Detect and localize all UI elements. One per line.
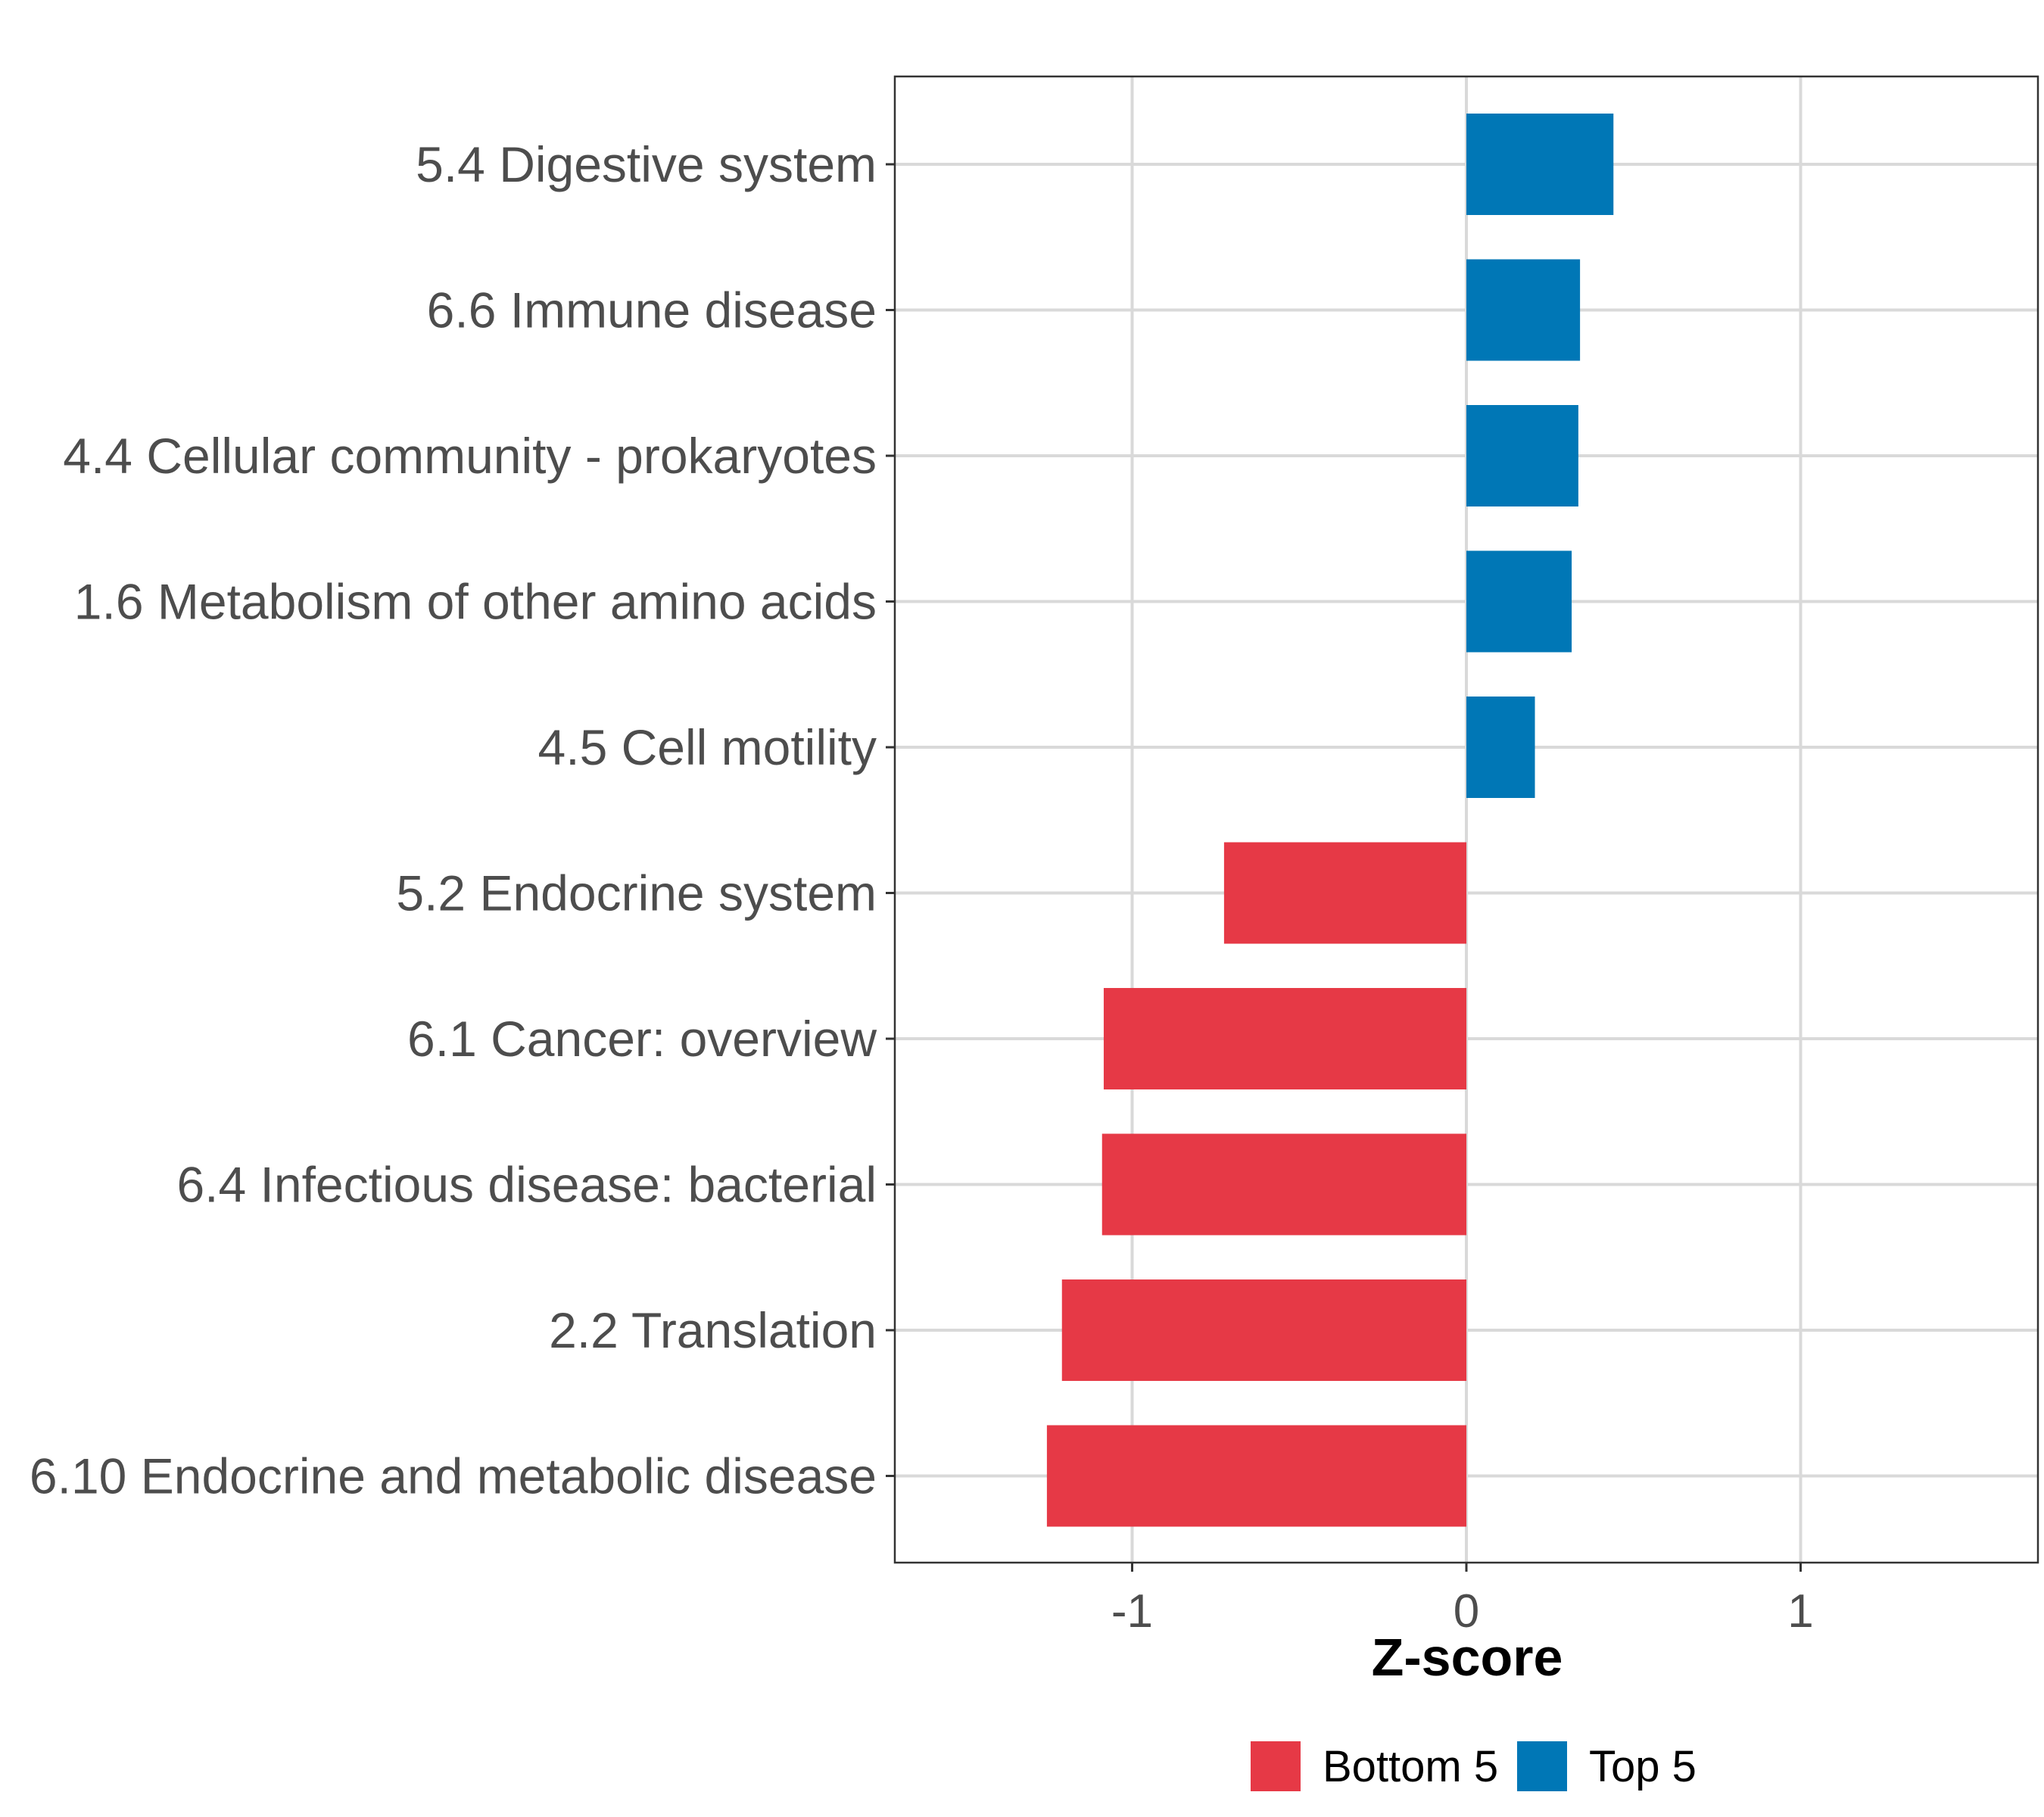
x-axis: -1 0 1 <box>1111 1563 1814 1638</box>
legend-key-top-5 <box>1517 1741 1567 1791</box>
y-tick-label-6-6-immune-disease: 6.6 Immune disease <box>427 282 877 338</box>
x-axis-title: Z-score <box>1372 1628 1563 1687</box>
legend-key-bottom-5 <box>1251 1741 1301 1791</box>
legend-label-bottom-5: Bottom 5 <box>1323 1742 1498 1791</box>
x-tick-label-1: 0 <box>1454 1585 1479 1638</box>
bar-5-2-endocrine-system <box>1223 842 1466 944</box>
y-tick-label-6-10-endocrine-and-metabolic-disease: 6.10 Endocrine and metabolic disease <box>30 1448 877 1504</box>
legend: Bottom 5 Top 5 <box>1251 1741 1697 1791</box>
y-tick-label-5-4-digestive-system: 5.4 Digestive system <box>416 136 877 192</box>
y-tick-label-1-6-metabolism-of-other-amino-acids: 1.6 Metabolism of other amino acids <box>74 574 877 630</box>
x-tick-label-0: -1 <box>1111 1585 1153 1638</box>
bar-4-4-cellular-community-prokaryotes <box>1466 405 1578 506</box>
x-tick-label-2: 1 <box>1787 1585 1813 1638</box>
y-tick-label-4-4-cellular-community-prokaryotes: 4.4 Cellular community - prokaryotes <box>63 428 877 484</box>
bar-6-6-immune-disease <box>1466 259 1581 361</box>
bar-5-4-digestive-system <box>1466 114 1614 215</box>
y-axis: 5.4 Digestive system 6.6 Immune disease 4.… <box>30 136 895 1504</box>
bar-6-1-cancer-overview <box>1103 988 1466 1089</box>
y-tick-label-6-1-cancer-overview: 6.1 Cancer: overview <box>407 1011 877 1067</box>
bars <box>1046 114 1614 1527</box>
y-tick-label-5-2-endocrine-system: 5.2 Endocrine system <box>396 865 877 921</box>
bar-6-10-endocrine-and-metabolic-disease <box>1046 1425 1466 1527</box>
y-tick-label-6-4-infectious-disease-bacterial: 6.4 Infectious disease: bacterial <box>176 1157 877 1213</box>
y-tick-label-4-5-cell-motility: 4.5 Cell motility <box>538 719 877 775</box>
bar-1-6-metabolism-of-other-amino-acids <box>1466 550 1572 653</box>
legend-label-top-5: Top 5 <box>1589 1742 1697 1791</box>
bar-4-5-cell-motility <box>1466 697 1535 798</box>
bar-6-4-infectious-disease-bacterial <box>1101 1133 1466 1236</box>
y-tick-label-2-2-translation: 2.2 Translation <box>549 1302 877 1358</box>
bar-2-2-translation <box>1061 1279 1466 1381</box>
